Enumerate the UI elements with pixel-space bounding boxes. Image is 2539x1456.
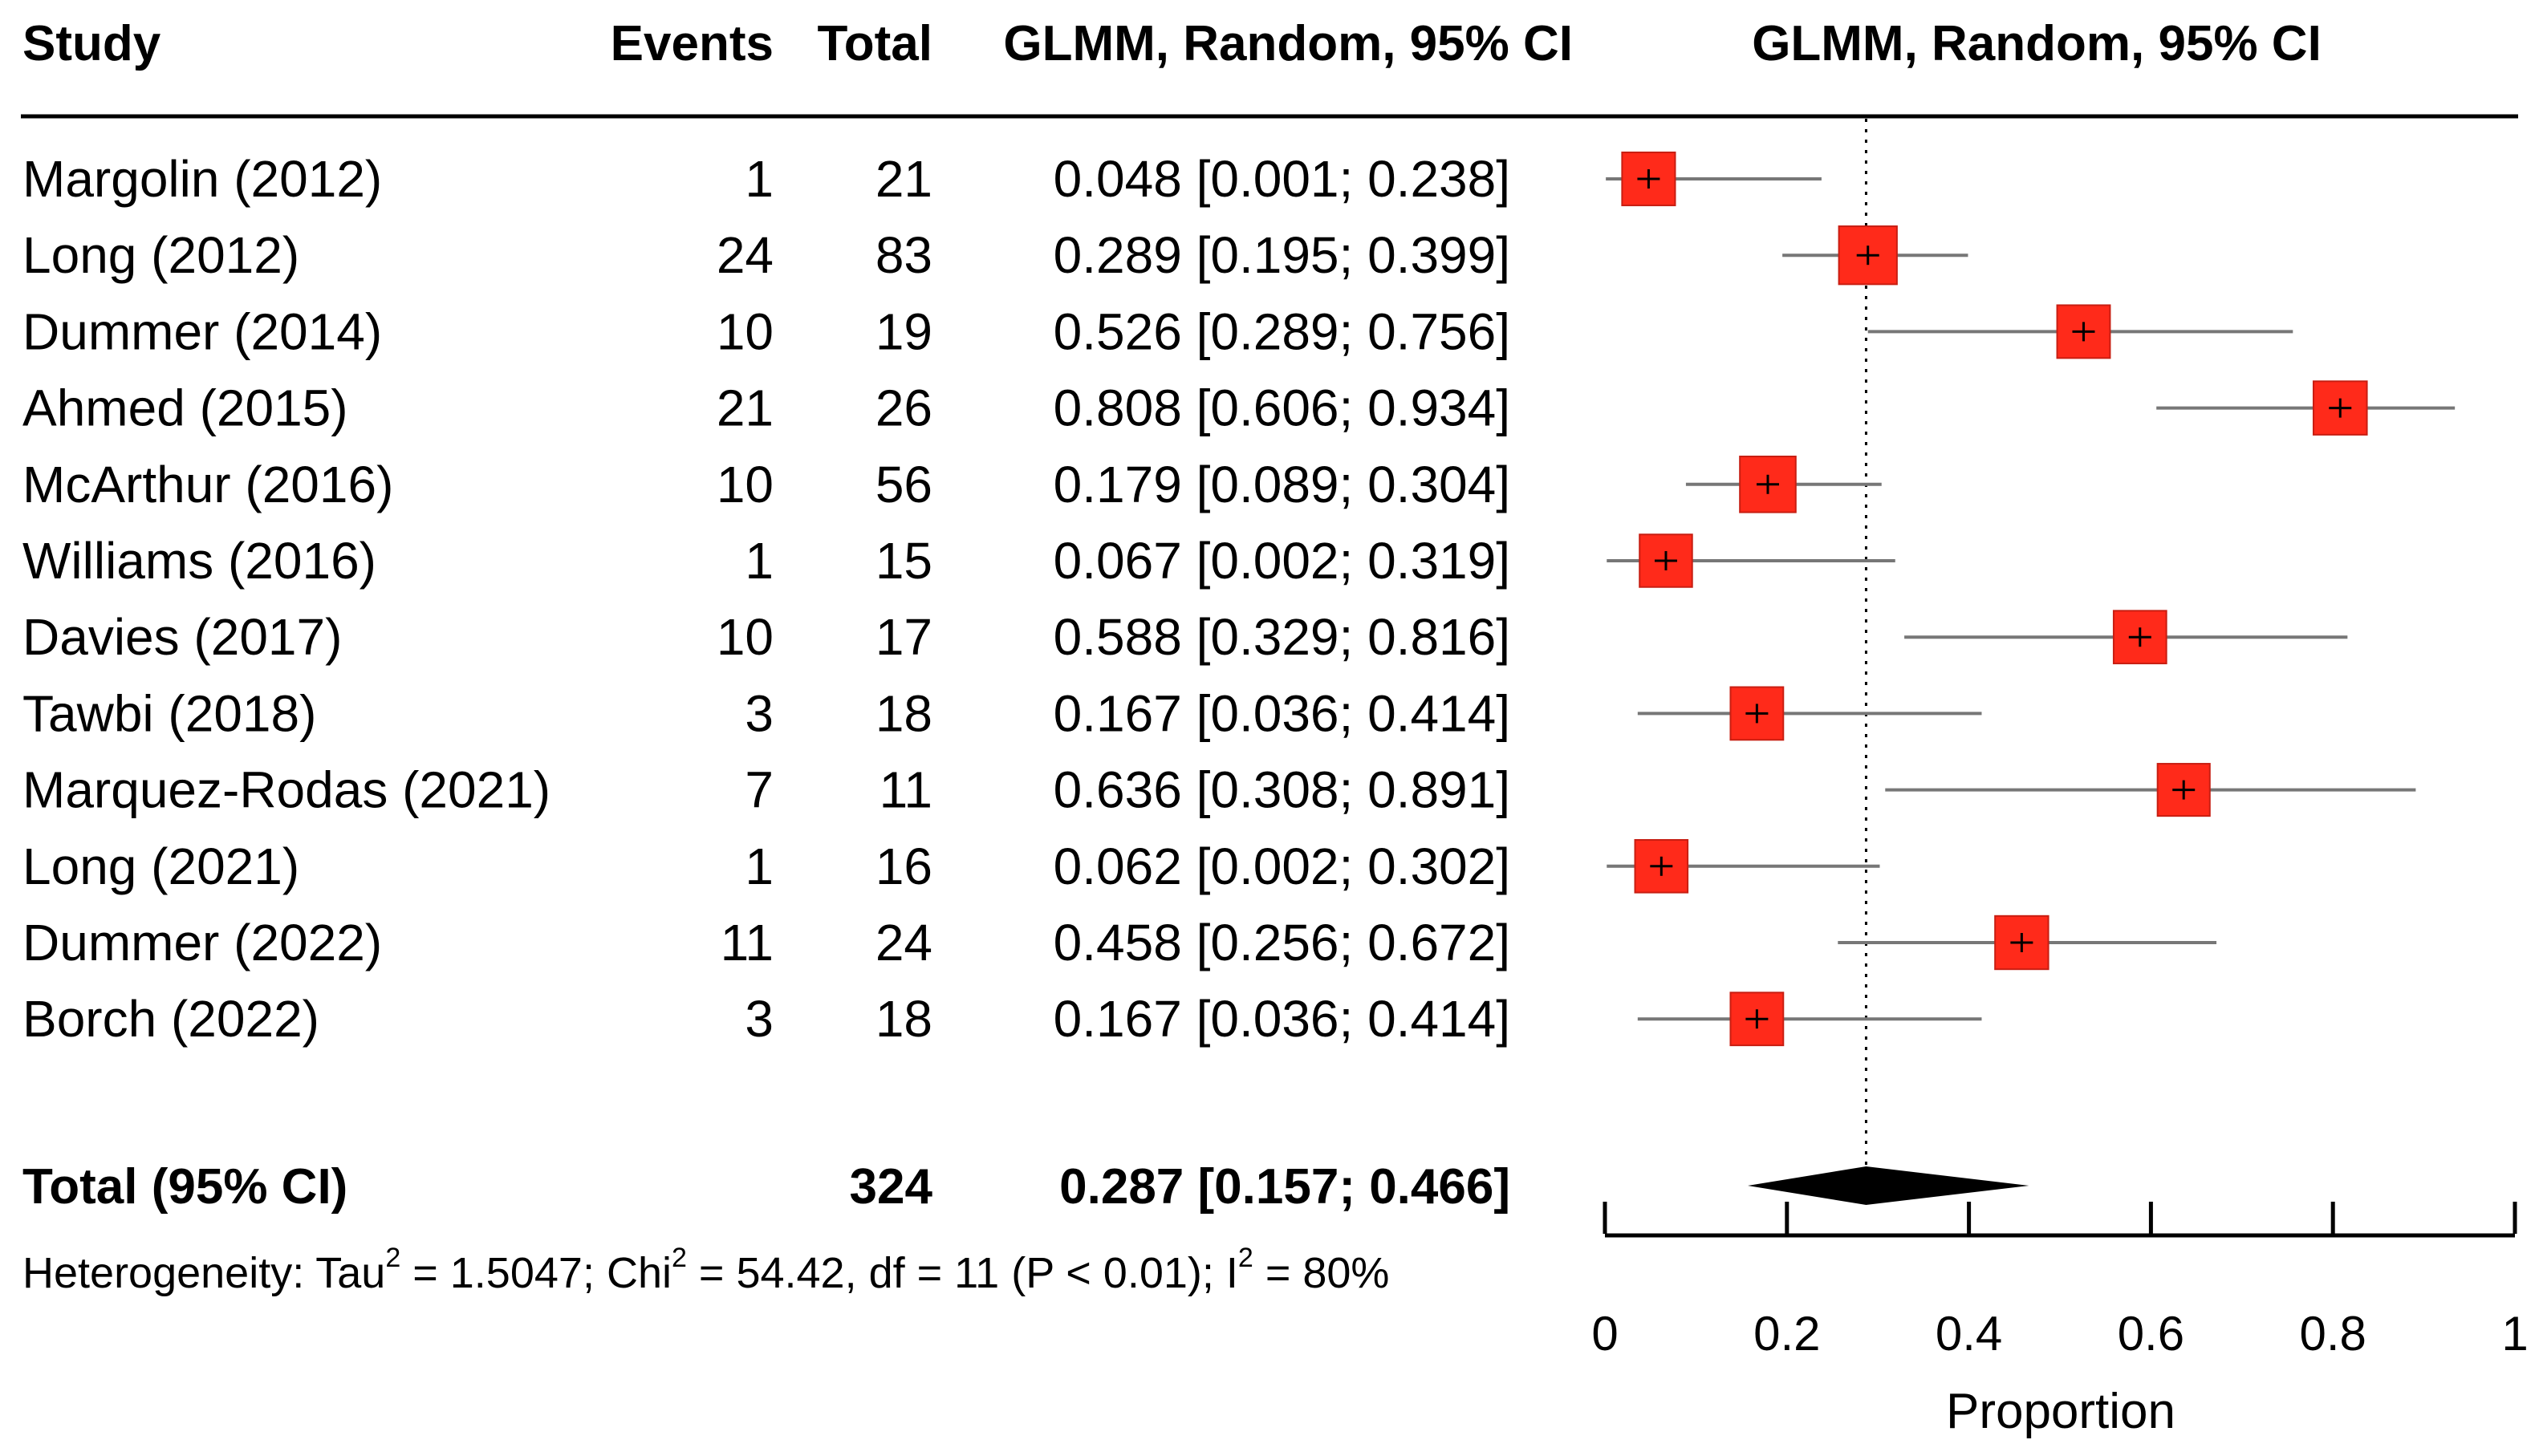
study-events: 1 [745,532,774,590]
study-total: 18 [875,684,932,742]
study-row: Marquez-Rodas (2021) 7 11 0.636 [0.308; 0.8… [22,761,1510,819]
study-name: Tawbi (2018) [22,684,316,742]
study-estimate: 0.062 [0.002; 0.302] [1054,838,1510,895]
study-estimate: 0.289 [0.195; 0.399] [1054,226,1510,284]
study-box [2056,304,2111,359]
heterogeneity-text: Heterogeneity: Tau2 = 1.5047; Chi2 = 54.… [22,1243,1389,1297]
study-total: 56 [875,456,932,513]
pooled-estimate: 0.287 [0.157; 0.466] [1059,1159,1510,1215]
study-events: 7 [745,761,774,819]
study-name: Williams (2016) [22,532,376,590]
study-total: 24 [875,914,932,971]
study-rows: Margolin (2012) 1 21 0.048 [0.001; 0.238] Lo… [22,150,1510,1048]
pooled-diamond [1748,1166,2029,1205]
study-row: Dummer (2022) 11 24 0.458 [0.256; 0.672] [22,914,1510,971]
study-events: 24 [717,226,774,284]
study-estimate: 0.636 [0.308; 0.891] [1054,761,1510,819]
axis-tick-label: 0 [1591,1307,1618,1361]
study-estimate: 0.167 [0.036; 0.414] [1054,990,1510,1048]
study-estimate: 0.588 [0.329; 0.816] [1054,608,1510,666]
study-name: Long (2012) [22,226,299,284]
study-events: 10 [717,456,774,513]
study-estimate: 0.808 [0.606; 0.934] [1054,379,1510,437]
header-row: Study Events Total GLMM, Random, 95% CI … [22,16,2322,71]
study-name: Davies (2017) [22,608,342,666]
het-chi-sup: 2 [672,1243,687,1273]
pooled-row: Total (95% CI) 324 0.287 [0.157; 0.466] [22,1159,1510,1215]
study-name: Ahmed (2015) [22,379,348,437]
het-i-val: = 80% [1253,1249,1390,1297]
study-total: 16 [875,838,932,895]
study-total: 19 [875,302,932,360]
header-events: Events [611,16,774,71]
study-row: Tawbi (2018) 3 18 0.167 [0.036; 0.414] [22,684,1510,742]
study-row: Ahmed (2015) 21 26 0.808 [0.606; 0.934] [22,379,1510,437]
study-row: Borch (2022) 3 18 0.167 [0.036; 0.414] [22,990,1510,1048]
het-i-sup: 2 [1238,1243,1253,1273]
study-name: Dummer (2014) [22,302,382,360]
study-events: 10 [717,302,774,360]
het-tau-val: = 1.5047; Chi [400,1249,672,1297]
axis-tick-label: 0.8 [2299,1307,2366,1361]
study-total: 17 [875,608,932,666]
header-estimate: GLMM, Random, 95% CI [1003,16,1573,71]
study-estimate: 0.167 [0.036; 0.414] [1054,684,1510,742]
het-prefix: Heterogeneity: Tau [22,1249,385,1297]
axis-tick-label: 0.4 [1936,1307,2002,1361]
study-events: 11 [721,914,774,971]
study-box [1634,839,1689,894]
study-name: Dummer (2022) [22,914,382,971]
study-row: Long (2012) 24 83 0.289 [0.195; 0.399] [22,226,1510,284]
study-events: 10 [717,608,774,666]
study-row: Long (2021) 1 16 0.062 [0.002; 0.302] [22,838,1510,895]
study-name: Margolin (2012) [22,150,382,208]
study-name: McArthur (2016) [22,456,393,513]
study-row: Margolin (2012) 1 21 0.048 [0.001; 0.238] [22,150,1510,208]
study-events: 1 [745,838,774,895]
study-row: Williams (2016) 1 15 0.067 [0.002; 0.319] [22,532,1510,590]
study-estimate: 0.458 [0.256; 0.672] [1054,914,1510,971]
header-total: Total [818,16,933,71]
header-plot: GLMM, Random, 95% CI [1752,16,2322,71]
study-events: 3 [745,990,774,1048]
pooled-total: 324 [850,1159,933,1215]
study-total: 15 [875,532,932,590]
x-axis-label: Proportion [1946,1384,2175,1439]
study-row: Dummer (2014) 10 19 0.526 [0.289; 0.756] [22,302,1510,360]
study-name: Borch (2022) [22,990,319,1048]
study-estimate: 0.526 [0.289; 0.756] [1054,302,1510,360]
study-name: Marquez-Rodas (2021) [22,761,550,819]
study-row: McArthur (2016) 10 56 0.179 [0.089; 0.304] [22,456,1510,513]
axis-tick-label: 0.2 [1753,1307,1820,1361]
x-axis: 0 0.2 0.4 0.6 0.8 1 [1591,1202,2529,1361]
study-events: 1 [745,150,774,208]
study-total: 21 [875,150,932,208]
het-tau-sup: 2 [385,1243,400,1273]
study-estimate: 0.048 [0.001; 0.238] [1054,150,1510,208]
pooled-label: Total (95% CI) [22,1159,347,1215]
header-study: Study [22,16,161,71]
study-events: 21 [717,379,774,437]
study-total: 11 [880,761,932,819]
study-name: Long (2021) [22,838,299,895]
study-total: 26 [875,379,932,437]
axis-tick-label: 0.6 [2118,1307,2184,1361]
study-estimate: 0.179 [0.089; 0.304] [1054,456,1510,513]
plot-area [1606,119,2456,1205]
study-estimate: 0.067 [0.002; 0.319] [1054,532,1510,590]
study-events: 3 [745,684,774,742]
axis-tick-label: 1 [2501,1307,2528,1361]
het-chi-val: = 54.42, df = 11 (P < 0.01); I [687,1249,1238,1297]
study-total: 83 [875,226,932,284]
study-total: 18 [875,990,932,1048]
study-row: Davies (2017) 10 17 0.588 [0.329; 0.816] [22,608,1510,666]
